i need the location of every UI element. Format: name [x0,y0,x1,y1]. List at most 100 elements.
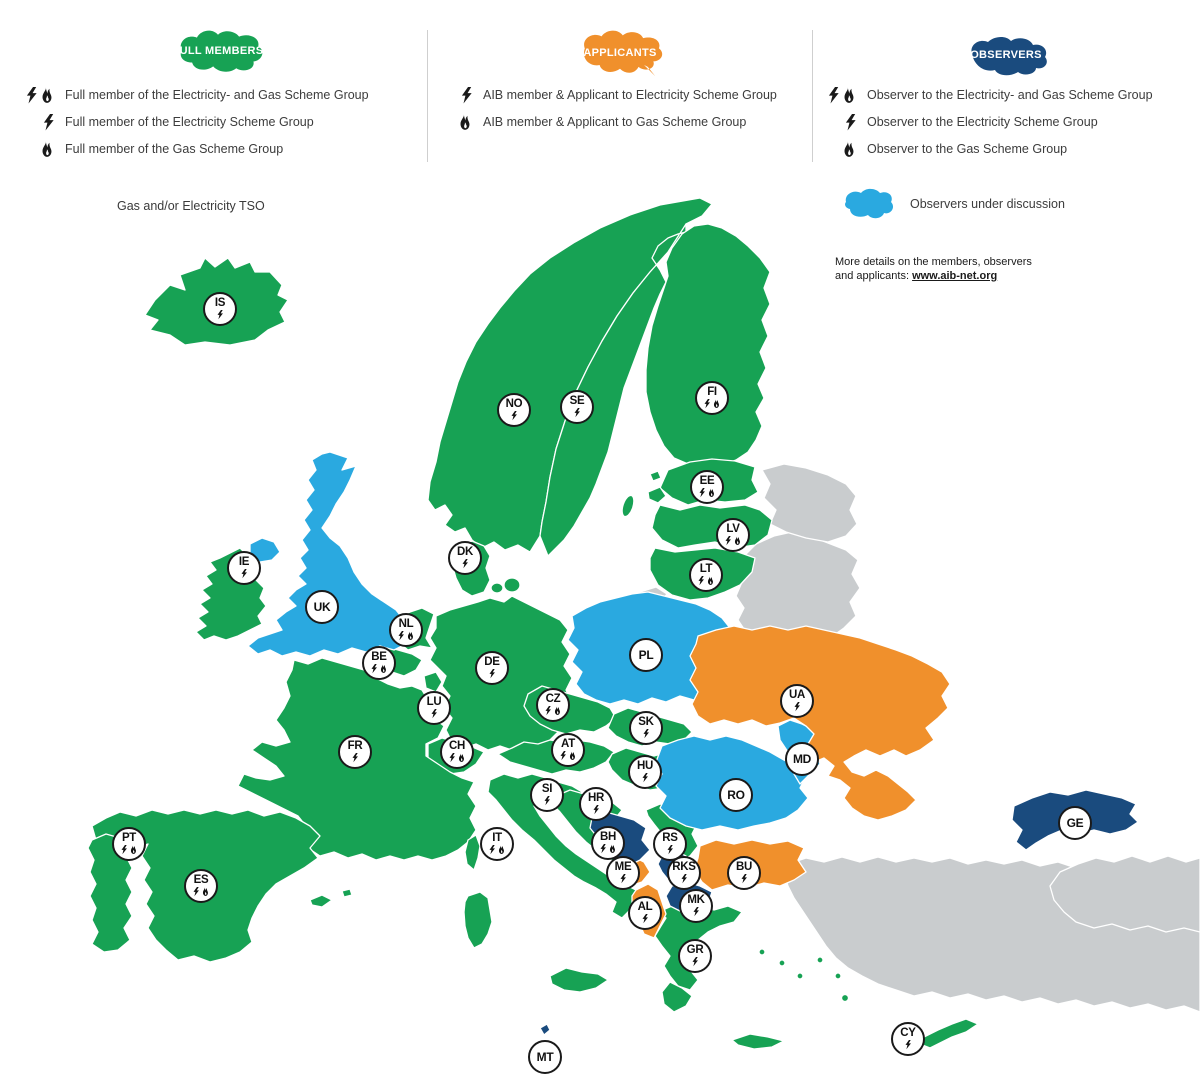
marker-fi: FI [695,381,729,415]
legend-item-label: Full member of the Gas Scheme Group [65,142,284,156]
marker-code: SI [541,783,553,795]
marker-icons [741,874,747,884]
marker-icons [620,874,626,884]
island-gotland [621,494,635,518]
electricity-icon [461,86,472,104]
electricity-icon [398,631,405,641]
legend-item-label: Observer to the Electricity Scheme Group [867,115,1098,129]
region-peloponnese [661,981,693,1013]
lightblue-blob-shape [845,188,894,219]
electricity-icon [26,86,37,104]
marker-icons [905,1040,911,1050]
applicants-items: AIB member & Applicant to Electricity Sc… [436,85,804,132]
marker-ch: CH [440,735,474,769]
navy-blob-shape [971,36,1047,76]
marker-code: RO [727,787,745,802]
gas-flame-icon [707,576,713,586]
marker-code: UA [788,689,805,701]
marker-rks: RKS [667,856,701,890]
marker-at: AT [551,733,585,767]
applicants-title: APPLICANTS [583,47,657,59]
electricity-icon [511,411,517,421]
gas-flame-icon [844,140,854,157]
marker-code: HU [636,760,653,772]
electricity-icon [544,796,550,806]
island-saaremaa [647,486,667,504]
country-lu [423,671,443,693]
under-discussion-swatch [838,186,896,222]
aib-net-link[interactable]: www.aib-net.org [912,270,998,282]
marker-rs: RS [653,827,687,861]
legend-full-members: FULL MEMBERS Full member of the Electric… [18,28,418,166]
legend-divider [427,30,428,162]
observers-blob: OBSERVERS [962,34,1050,76]
marker-code: IS [214,297,226,309]
marker-code: IT [492,832,502,844]
legend-observers: OBSERVERS Observer to the Electricity- a… [820,28,1192,166]
electricity-icon [642,914,648,924]
electricity-icon [600,844,607,854]
marker-code: ES [193,874,209,886]
marker-ro: RO [719,778,753,812]
marker-icons [699,488,715,498]
electricity-icon [704,399,711,409]
legend-item-label: Observer to the Gas Scheme Group [867,142,1068,156]
gas-flame-icon [609,844,615,854]
marker-icons [241,569,247,579]
marker-code: CH [448,740,465,752]
legend-item: AIB member & Applicant to Electricity Sc… [436,85,804,105]
under-discussion-label: Observers under discussion [910,197,1065,211]
legend-item: AIB member & Applicant to Gas Scheme Gro… [436,112,804,132]
marker-si: SI [530,778,564,812]
marker-no: NO [497,393,531,427]
electricity-icon [828,86,839,104]
marker-hr: HR [579,787,613,821]
gas-flame-icon [460,113,470,130]
region-caucasus [1049,855,1200,933]
region-russia-pskov [761,463,858,543]
marker-de: DE [475,651,509,685]
marker-sk: SK [629,711,663,745]
gas-flame-icon [42,140,52,157]
marker-icons [352,753,358,763]
marker-code: CZ [545,693,561,705]
marker-code: CY [900,1027,916,1039]
marker-code: GE [1066,815,1084,830]
marker-ge: GE [1058,806,1092,840]
legend-item: Observer to the Electricity Scheme Group [820,112,1192,132]
full-members-items: Full member of the Electricity- and Gas … [18,85,418,159]
marker-icons [642,914,648,924]
electricity-icon [449,753,456,763]
tso-note: Gas and/or Electricity TSO [117,199,265,213]
marker-lv: LV [716,518,750,552]
marker-lt: LT [689,558,723,592]
island-crete [731,1033,785,1050]
electricity-icon [741,874,747,884]
island-hiiumaa [649,470,662,482]
electricity-icon [643,729,649,739]
marker-icons [725,536,741,546]
legend-item-label: Observer to the Electricity- and Gas Sch… [867,88,1153,102]
full-members-title: FULL MEMBERS [172,45,264,57]
marker-code: SK [638,716,654,728]
electricity-icon [371,664,378,674]
marker-fr: FR [338,735,372,769]
marker-icons [600,844,616,854]
island-sicily [549,967,609,993]
electricity-icon [593,805,599,815]
electricity-icon [462,559,468,569]
island-rhodes [840,993,850,1003]
marker-code: GR [686,944,704,956]
marker-code: BE [371,651,387,663]
electricity-icon [699,488,706,498]
electricity-icon [545,706,552,716]
island-aegean-1 [758,948,766,956]
gas-flame-icon [380,664,386,674]
legend-item: Full member of the Electricity Scheme Gr… [18,112,418,132]
electricity-gas-icon-cell [18,86,54,104]
island-aegean-5 [834,972,842,980]
marker-pt: PT [112,827,146,861]
island-mallorca [309,894,333,908]
marker-icons [193,887,209,897]
